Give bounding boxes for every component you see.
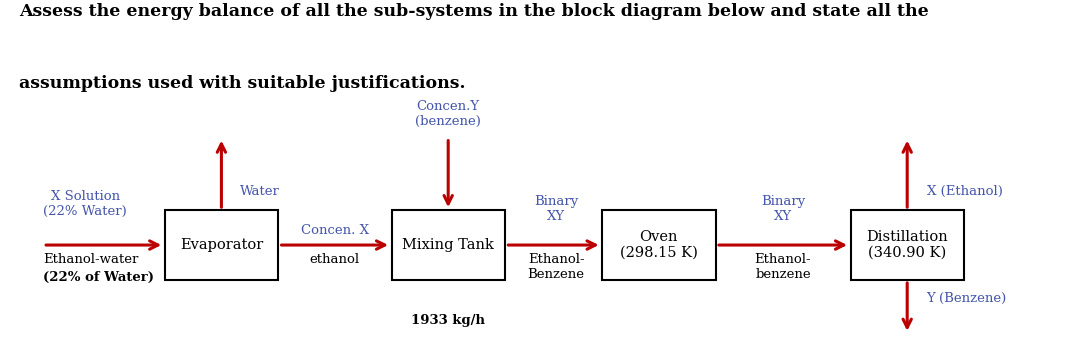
Bar: [603, 210, 715, 280]
Text: Y (Benzene): Y (Benzene): [927, 292, 1007, 305]
Text: Ethanol-
Benzene: Ethanol- Benzene: [528, 253, 584, 281]
Text: Oven
(298.15 K): Oven (298.15 K): [620, 230, 698, 260]
Text: X Solution
(22% Water): X Solution (22% Water): [43, 190, 127, 218]
Text: assumptions used with suitable justifications.: assumptions used with suitable justifica…: [19, 75, 465, 93]
Text: 1933 kg/h: 1933 kg/h: [411, 314, 485, 327]
Text: Water: Water: [240, 185, 280, 198]
Text: Evaporator: Evaporator: [179, 238, 264, 252]
Text: Ethanol-
benzene: Ethanol- benzene: [755, 253, 811, 281]
Text: (22% of Water): (22% of Water): [43, 271, 154, 284]
Bar: [851, 210, 963, 280]
Text: Distillation
(340.90 K): Distillation (340.90 K): [866, 230, 948, 260]
Text: Assess the energy balance of all the sub-systems in the block diagram below and : Assess the energy balance of all the sub…: [19, 3, 929, 21]
Bar: [164, 210, 279, 280]
Text: Binary
XY: Binary XY: [535, 195, 578, 223]
Text: Binary
XY: Binary XY: [761, 195, 805, 223]
Bar: [391, 210, 504, 280]
Text: ethanol: ethanol: [310, 253, 360, 266]
Text: Concen.Y
(benzene): Concen.Y (benzene): [416, 100, 481, 128]
Text: X (Ethanol): X (Ethanol): [927, 185, 1002, 198]
Text: Ethanol-water: Ethanol-water: [43, 253, 138, 266]
Text: Mixing Tank: Mixing Tank: [402, 238, 495, 252]
Text: Concen. X: Concen. X: [301, 224, 368, 237]
